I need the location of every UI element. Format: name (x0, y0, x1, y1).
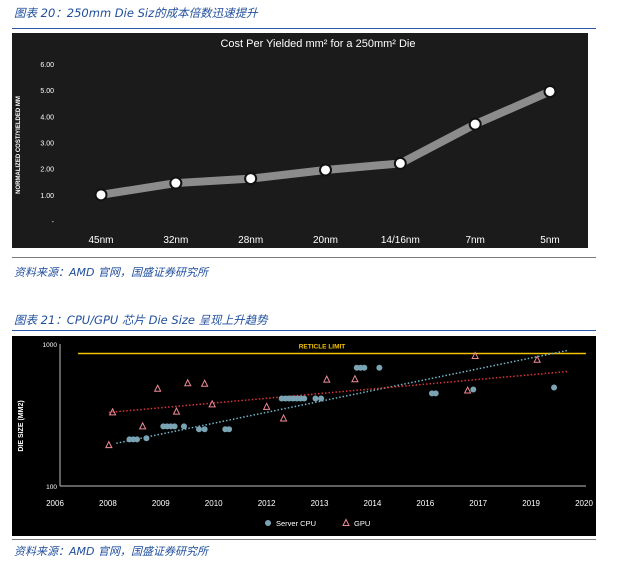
x-tick-label: 2009 (152, 499, 170, 508)
x-tick-labels: 45nm 32nm 28nm 20nm 14/16nm 7nm 5nm (88, 235, 559, 246)
gpu-point (471, 351, 479, 359)
x-tick-labels: 2006 2008 2009 2010 2012 2013 2014 2016 2017 2019… (46, 499, 593, 508)
figure-21-bottom-rule (12, 539, 596, 540)
x-tick-label: 2006 (46, 499, 64, 508)
x-tick-label: 2016 (416, 499, 434, 508)
gpu-point (138, 421, 147, 430)
x-tick-label: 45nm (88, 235, 113, 246)
data-points (105, 351, 558, 449)
server-cpu-point (318, 395, 325, 402)
server-cpu-point (361, 364, 368, 371)
gpu-trendline (108, 370, 568, 414)
series-line (97, 87, 554, 199)
x-tick-label: 14/16nm (381, 235, 420, 246)
gpu-point (279, 413, 288, 422)
y-tick-labels: 1000 100 (43, 342, 58, 491)
legend-gpu-marker (342, 518, 350, 526)
gpu-point (208, 399, 216, 408)
legend: Server CPU GPU (265, 518, 370, 528)
server-cpu-point (301, 395, 308, 402)
cost-chart: Cost Per Yielded mm² for a 250mm² Die NO… (16, 38, 560, 246)
x-tick-label: 28nm (238, 235, 263, 246)
server-cpu-point (143, 435, 150, 442)
x-tick-label: 2020 (575, 499, 593, 508)
y-tick-label: 6.00 (40, 62, 54, 69)
server-cpu-point (134, 436, 141, 443)
legend-gpu-label: GPU (354, 519, 370, 528)
legend-cpu-label: Server CPU (276, 519, 316, 528)
y-tick-label: - (52, 219, 55, 226)
x-tick-label: 32nm (163, 235, 188, 246)
gpu-point (533, 355, 541, 363)
cost-chart-panel: Cost Per Yielded mm² for a 250mm² Die NO… (12, 33, 588, 248)
series-line (97, 87, 554, 199)
y-tick-label: 5.00 (40, 88, 54, 95)
figure-21-source: 资料来源：AMD 官网，国盛证券研究所 (14, 545, 208, 558)
data-point (244, 172, 258, 186)
server-cpu-point (201, 426, 208, 433)
gpu-point (172, 407, 181, 415)
data-point (94, 188, 108, 202)
data-point (468, 117, 482, 131)
figure-21-top-rule (12, 330, 596, 331)
y-tick-label: 100 (46, 484, 57, 491)
server-cpu-point (226, 426, 233, 433)
chart-title: Cost Per Yielded mm² for a 250mm² Die (220, 38, 415, 50)
series-points (94, 84, 557, 202)
server-cpu-point (171, 423, 178, 430)
x-tick-label: 5nm (540, 235, 559, 246)
gpu-point (351, 374, 359, 383)
y-axis-label: DIE SIZE (MM2) (18, 400, 25, 451)
figure-20-caption: 图表 20：250mm Die Siz的成本倍数迅速提升 (14, 6, 258, 20)
x-tick-label: 2013 (311, 499, 329, 508)
gpu-point (322, 375, 331, 383)
gpu-point (262, 402, 271, 410)
server-cpu-point (432, 390, 439, 397)
reticle-limit: RETICLE LIMIT (78, 343, 586, 355)
server-cpu-point (470, 386, 477, 393)
y-tick-label: 1000 (43, 342, 58, 349)
y-tick-label: 3.00 (40, 141, 54, 148)
die-size-chart-panel: DIE SIZE (MM2) 1000 100 2006 2008 2009 2010 2… (12, 336, 596, 536)
y-tick-labels: 6.00 5.00 4.00 3.00 2.00 1.00 - (40, 62, 54, 226)
server-cpu-point (376, 364, 383, 371)
x-tick-label: 2010 (205, 499, 223, 508)
y-axis-label: NORMALIZED COST/YIELDED MM (16, 96, 22, 194)
gpu-point (108, 407, 117, 416)
legend-cpu-marker (265, 520, 271, 526)
y-tick-label: 2.00 (40, 167, 54, 174)
server-cpu-point (312, 395, 319, 402)
y-tick-label: 1.00 (40, 193, 54, 200)
x-tick-label: 2014 (364, 499, 382, 508)
x-tick-label: 2017 (469, 499, 487, 508)
server-cpu-point (180, 423, 187, 430)
gpu-point (463, 385, 472, 394)
figure-20-bottom-rule (12, 257, 596, 258)
gpu-point (200, 379, 209, 387)
axes (59, 344, 586, 487)
figure-20-source: 资料来源：AMD 官网，国盛证券研究所 (14, 266, 208, 279)
data-point (543, 84, 557, 98)
data-point (169, 176, 183, 190)
gpu-point (153, 384, 162, 392)
x-tick-label: 20nm (313, 235, 338, 246)
x-tick-label: 2019 (522, 499, 540, 508)
server-cpu-point (196, 426, 203, 433)
figure-20-top-rule (12, 28, 596, 29)
server-cpu-point (551, 384, 558, 391)
data-point (393, 156, 407, 170)
gpu-point (183, 378, 192, 387)
x-tick-label: 2008 (99, 499, 117, 508)
x-tick-label: 2012 (258, 499, 276, 508)
data-point (319, 163, 332, 177)
gpu-point (105, 440, 113, 449)
y-tick-label: 4.00 (40, 114, 54, 121)
x-tick-label: 7nm (465, 235, 484, 246)
trendlines (108, 349, 568, 444)
reticle-limit-label: RETICLE LIMIT (299, 343, 346, 350)
figure-21-caption: 图表 21：CPU/GPU 芯片 Die Size 呈现上升趋势 (14, 313, 268, 327)
